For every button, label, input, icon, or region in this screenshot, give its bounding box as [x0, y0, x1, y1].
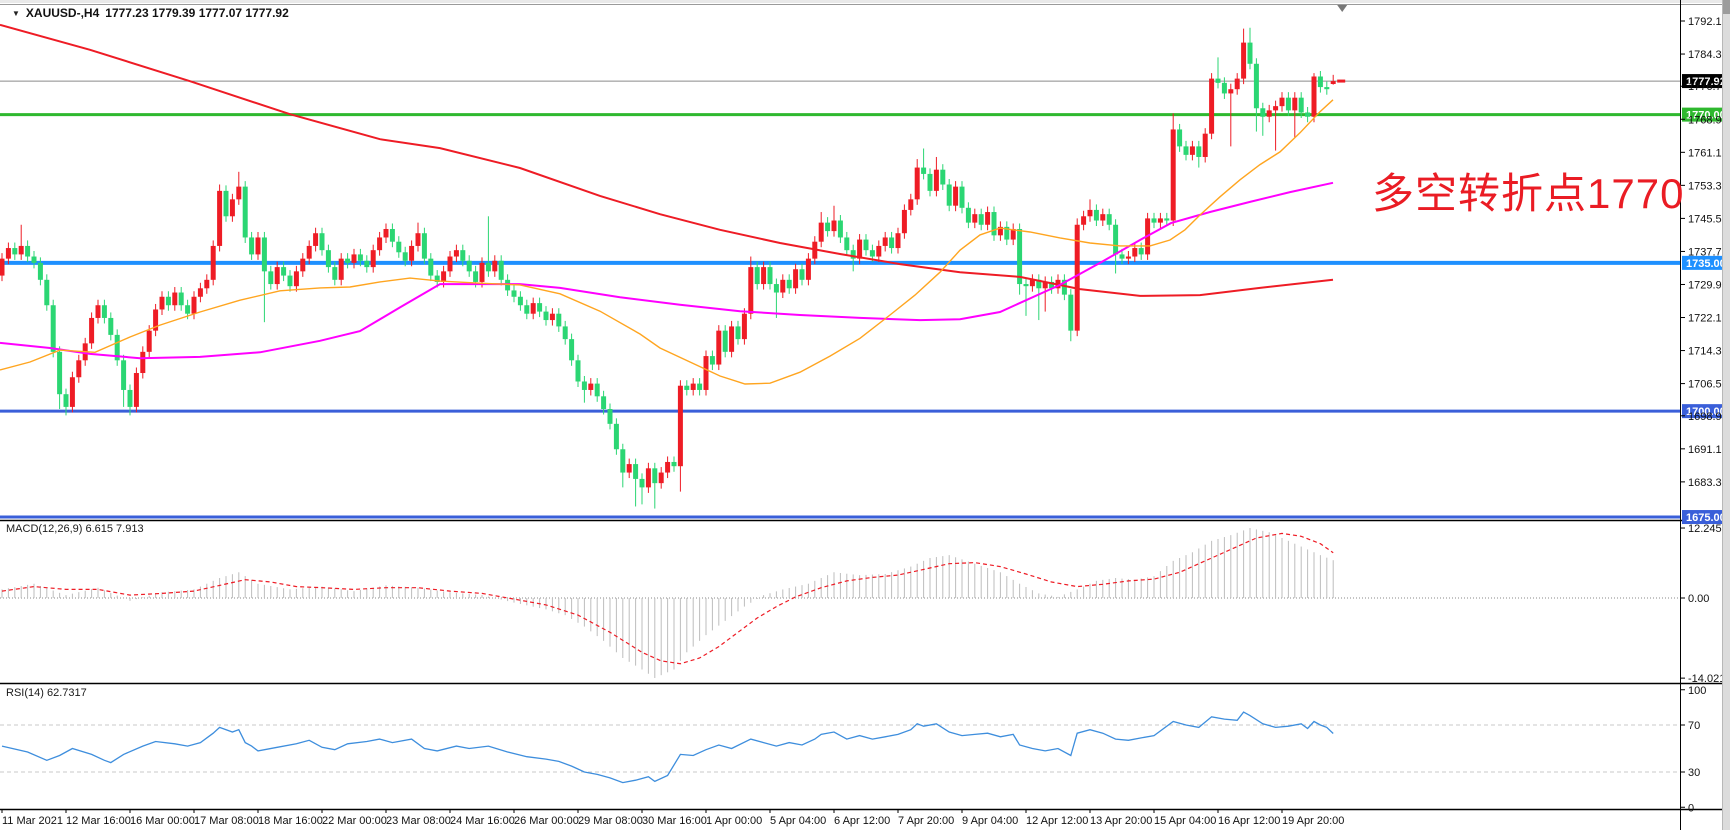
svg-text:22 Mar 00:00: 22 Mar 00:00 [322, 815, 387, 827]
svg-text:1784.30: 1784.30 [1688, 49, 1728, 61]
svg-text:12 Mar 16:00: 12 Mar 16:00 [66, 815, 131, 827]
svg-text:1792.10: 1792.10 [1688, 16, 1728, 28]
svg-text:29 Mar 08:00: 29 Mar 08:00 [578, 815, 643, 827]
svg-text:1745.50: 1745.50 [1688, 213, 1728, 225]
price-axis: 1777.92 1770.00 1735.00 1700.00 1675.00 [1682, 74, 1728, 525]
svg-text:24 Mar 16:00: 24 Mar 16:00 [450, 815, 515, 827]
price-level-lines [0, 80, 1680, 519]
svg-text:23 Mar 08:00: 23 Mar 08:00 [386, 815, 451, 827]
svg-text:30: 30 [1688, 767, 1700, 779]
price-label-box [1682, 255, 1728, 270]
rsi-indicator-label: RSI(14) 62.7317 [6, 687, 87, 699]
svg-text:0: 0 [1688, 802, 1694, 814]
svg-text:1 Apr 00:00: 1 Apr 00:00 [706, 815, 762, 827]
rsi-pane [0, 711, 1680, 784]
svg-text:16 Apr 12:00: 16 Apr 12:00 [1218, 815, 1280, 827]
scrollbar-thumb[interactable] [1723, 0, 1730, 14]
svg-text:11 Mar 2021: 11 Mar 2021 [2, 815, 63, 827]
svg-text:1735.00: 1735.00 [1686, 258, 1726, 270]
svg-text:0.00: 0.00 [1688, 593, 1709, 605]
svg-text:1768.90: 1768.90 [1688, 114, 1728, 126]
svg-text:1770.00: 1770.00 [1686, 110, 1726, 122]
svg-text:30 Mar 16:00: 30 Mar 16:00 [642, 815, 707, 827]
svg-text:12.245: 12.245 [1688, 523, 1722, 535]
svg-text:100: 100 [1688, 685, 1706, 697]
svg-text:1776.70: 1776.70 [1688, 81, 1728, 93]
svg-text:9 Apr 04:00: 9 Apr 04:00 [962, 815, 1018, 827]
price-label-box [1682, 404, 1728, 419]
svg-text:1706.50: 1706.50 [1688, 379, 1728, 391]
svg-text:19 Apr 20:00: 19 Apr 20:00 [1282, 815, 1344, 827]
svg-text:-14.021: -14.021 [1688, 673, 1725, 685]
time-axis: 11 Mar 2021 12 Mar 16:00 16 Mar 00:00 17 Ma… [1, 810, 1344, 827]
macd-indicator-label: MACD(12,26,9) 6.615 7.913 [6, 523, 144, 535]
symbol-period-label: XAUUSD-,H4 [25, 6, 100, 20]
svg-text:1737.70: 1737.70 [1688, 246, 1728, 258]
svg-text:1683.30: 1683.30 [1688, 477, 1728, 489]
ma-mid-magenta [0, 181, 1334, 360]
svg-text:7 Apr 20:00: 7 Apr 20:00 [898, 815, 954, 827]
svg-text:70: 70 [1688, 720, 1700, 732]
rsi-line [1, 711, 1334, 784]
right-scrollbar[interactable] [1722, 0, 1730, 830]
price-label-box [1682, 74, 1728, 89]
svg-text:18 Mar 16:00: 18 Mar 16:00 [258, 815, 323, 827]
svg-text:16 Mar 00:00: 16 Mar 00:00 [130, 815, 195, 827]
price-label-box [1682, 510, 1728, 525]
svg-text:12 Apr 12:00: 12 Apr 12:00 [1026, 815, 1088, 827]
svg-text:1700.00: 1700.00 [1686, 406, 1726, 418]
shift-marker-icon [1337, 5, 1348, 12]
last-close-marker [1337, 79, 1346, 83]
svg-text:15 Apr 04:00: 15 Apr 04:00 [1154, 815, 1216, 827]
svg-text:1729.90: 1729.90 [1688, 279, 1728, 291]
svg-text:1761.10: 1761.10 [1688, 147, 1728, 159]
ma-fast-orange [0, 99, 1334, 385]
annotation-text: 多空转折点1770 [1372, 170, 1685, 217]
svg-text:6 Apr 12:00: 6 Apr 12:00 [834, 815, 890, 827]
svg-text:1722.10: 1722.10 [1688, 313, 1728, 325]
svg-text:1675.00: 1675.00 [1686, 512, 1726, 524]
svg-text:1714.30: 1714.30 [1688, 346, 1728, 358]
svg-text:1777.92: 1777.92 [1686, 76, 1726, 88]
svg-text:26 Mar 00:00: 26 Mar 00:00 [514, 815, 579, 827]
chart-title: ▼ XAUUSD-,H4 1777.23 1779.39 1777.07 177… [12, 6, 289, 20]
ohlc-readout: 1777.23 1779.39 1777.07 1777.92 [105, 6, 289, 20]
svg-text:1753.30: 1753.30 [1688, 180, 1728, 192]
svg-text:13 Apr 20:00: 13 Apr 20:00 [1090, 815, 1152, 827]
symbol-dropdown-icon[interactable]: ▼ [12, 8, 20, 18]
macd-pane [0, 528, 1680, 679]
svg-text:1698.90: 1698.90 [1688, 411, 1728, 423]
svg-text:5 Apr 04:00: 5 Apr 04:00 [770, 815, 826, 827]
svg-text:17 Mar 08:00: 17 Mar 08:00 [194, 815, 259, 827]
macd-signal-line [1, 532, 1334, 665]
price-label-box [1682, 107, 1728, 122]
svg-text:1691.10: 1691.10 [1688, 444, 1728, 456]
ma-slow-red [0, 23, 1334, 297]
